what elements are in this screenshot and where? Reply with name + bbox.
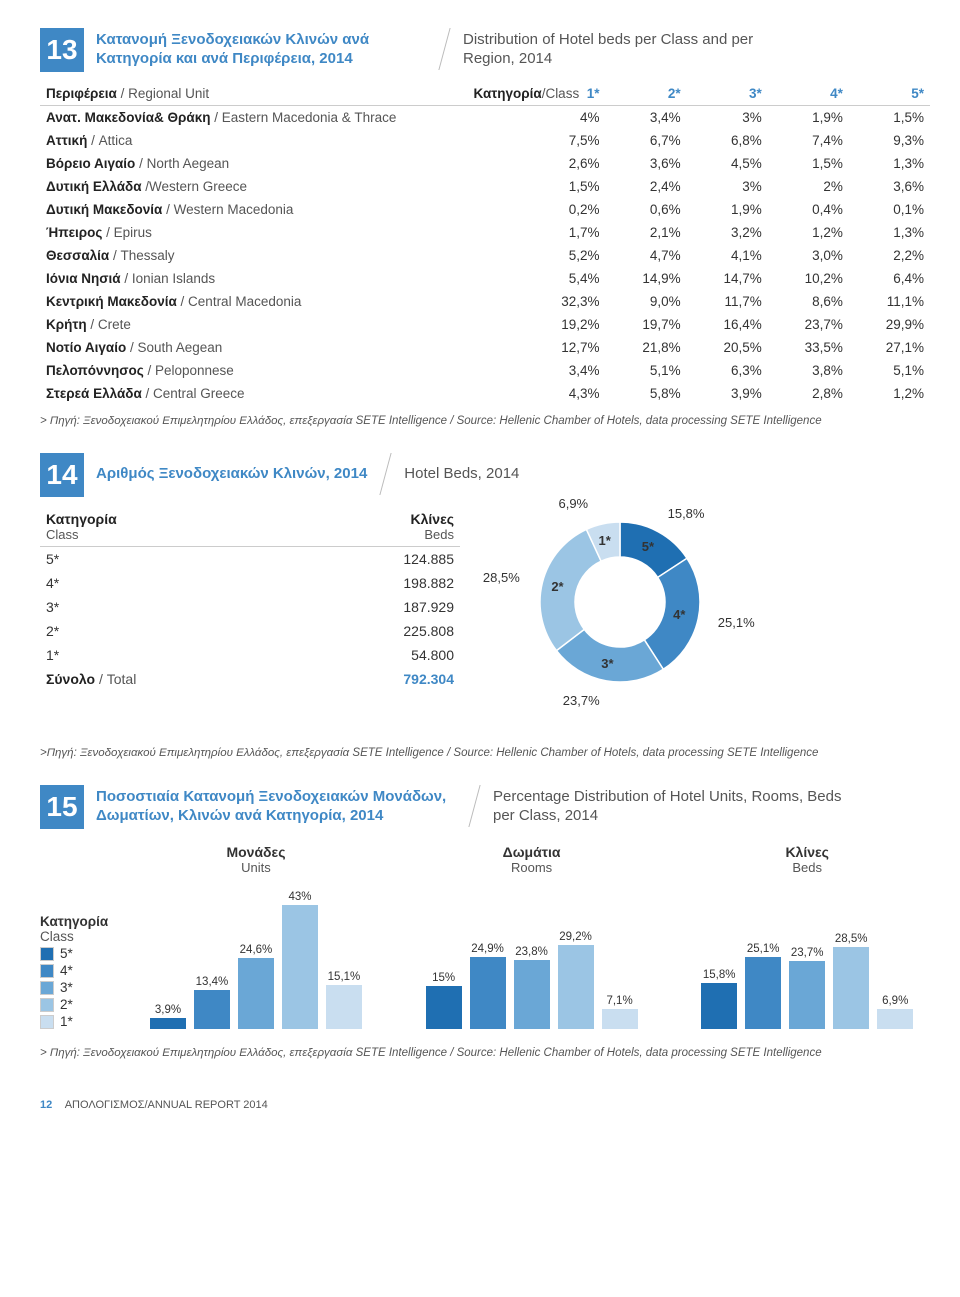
donut-pct-label: 6,9% xyxy=(558,496,588,511)
bar: 24,6% xyxy=(238,944,274,1029)
legend-item: 2* xyxy=(40,997,108,1012)
table-row: Δυτική Μακεδονία / Western Macedonia0,2%… xyxy=(40,198,930,221)
col-category: ΚατηγορίαClass xyxy=(40,507,301,547)
title-separator xyxy=(468,785,480,827)
col-5star: 5* xyxy=(849,82,930,106)
footer-text: ΑΠΟΛΟΓΙΣΜΟΣ/ANNUAL REPORT 2014 xyxy=(65,1099,268,1111)
table-row: Ήπειρος / Epirus1,7%2,1%3,2%1,2%1,3% xyxy=(40,221,930,244)
bar-group: ΚλίνεςBeds15,8%25,1%23,7%28,5%6,9% xyxy=(684,844,930,1029)
donut-slice-label: 1* xyxy=(599,533,611,548)
col-4star: 4* xyxy=(768,82,849,106)
table-row: Κρήτη / Crete19,2%19,7%16,4%23,7%29,9% xyxy=(40,313,930,336)
table-row: 5*124.885 xyxy=(40,547,460,572)
bar: 23,7% xyxy=(789,947,825,1029)
col-3star: 3* xyxy=(687,82,768,106)
legend-item: 5* xyxy=(40,946,108,961)
bar: 7,1% xyxy=(602,995,638,1030)
donut-slice-label: 3* xyxy=(601,656,613,671)
table-13: Περιφέρεια / Regional Unit Κατηγορία/Cla… xyxy=(40,82,930,405)
title-separator xyxy=(438,28,450,70)
bar: 23,8% xyxy=(514,946,550,1029)
table-row: Πελοπόννησος / Peloponnese3,4%5,1%6,3%3,… xyxy=(40,359,930,382)
donut-chart: 5*15,8%4*25,1%3*23,7%2*28,5%1*6,9% xyxy=(490,507,750,737)
section-13-header: 13 Κατανομή Ξενοδοχειακών Κλινών ανά Κατ… xyxy=(40,28,930,72)
table-row: Δυτική Ελλάδα /Western Greece1,5%2,4%3%2… xyxy=(40,175,930,198)
donut-slice-label: 5* xyxy=(642,539,654,554)
source-note-13: > Πηγή: Ξενοδοχειακού Επιμελητηρίου Ελλά… xyxy=(40,415,930,427)
title-separator xyxy=(380,453,392,495)
bar: 43% xyxy=(282,891,318,1029)
legend-item: 4* xyxy=(40,963,108,978)
legend-item: 1* xyxy=(40,1014,108,1029)
bar: 25,1% xyxy=(745,943,781,1030)
legend-15: Κατηγορία Class 5*4*3*2*1* xyxy=(40,914,108,1029)
table-row: 1*54.800 xyxy=(40,643,460,667)
donut-pct-label: 15,8% xyxy=(668,506,705,521)
table-row: Στερεά Ελλάδα / Central Greece4,3%5,8%3,… xyxy=(40,382,930,405)
bar: 3,9% xyxy=(150,1004,186,1029)
bar: 15,1% xyxy=(326,971,362,1029)
table-row: Νοτίο Αιγαίο / South Aegean12,7%21,8%20,… xyxy=(40,336,930,359)
donut-pct-label: 25,1% xyxy=(718,615,755,630)
donut-slice-label: 2* xyxy=(551,579,563,594)
bar: 15,8% xyxy=(701,969,737,1029)
table-row: Ιόνια Νησιά / Ionian Islands5,4%14,9%14,… xyxy=(40,267,930,290)
bar: 6,9% xyxy=(877,995,913,1029)
section-number-14: 14 xyxy=(40,453,84,497)
bar-group: ΔωμάτιαRooms15%24,9%23,8%29,2%7,1% xyxy=(409,844,655,1029)
table-row: Βόρειο Αιγαίο / North Aegean2,6%3,6%4,5%… xyxy=(40,152,930,175)
col-2star: 2* xyxy=(605,82,686,106)
section-number-13: 13 xyxy=(40,28,84,72)
bar: 28,5% xyxy=(833,933,869,1029)
table-13-head-row: Περιφέρεια / Regional Unit Κατηγορία/Cla… xyxy=(40,82,930,106)
col-1star: Κατηγορία/Class 1* xyxy=(468,82,606,106)
page-footer: 12 ΑΠΟΛΟΓΙΣΜΟΣ/ANNUAL REPORT 2014 xyxy=(40,1099,930,1111)
sec14-title-en: Hotel Beds, 2014 xyxy=(404,464,519,484)
sec13-title-en: Distribution of Hotel beds per Class and… xyxy=(463,30,793,69)
table-row: Θεσσαλία / Thessaly5,2%4,7%4,1%3,0%2,2% xyxy=(40,244,930,267)
bar: 24,9% xyxy=(470,943,506,1029)
sec15-title-gr: Ποσοστιαία Κατανομή Ξενοδοχειακών Μονάδω… xyxy=(96,787,456,826)
table-row: Αττική / Attica7,5%6,7%6,8%7,4%9,3% xyxy=(40,129,930,152)
donut-pct-label: 23,7% xyxy=(563,693,600,708)
col-beds: ΚλίνεςBeds xyxy=(301,507,460,547)
bar: 15% xyxy=(426,972,462,1029)
section-14-header: 14 Αριθμός Ξενοδοχειακών Κλινών, 2014 Ho… xyxy=(40,453,930,497)
table-row: Κεντρική Μακεδονία / Central Macedonia32… xyxy=(40,290,930,313)
table-row: Ανατ. Μακεδονία& Θράκη / Eastern Macedon… xyxy=(40,106,930,130)
section-number-15: 15 xyxy=(40,785,84,829)
table-14: ΚατηγορίαClass ΚλίνεςBeds 5*124.8854*198… xyxy=(40,507,460,691)
col-region: Περιφέρεια / Regional Unit xyxy=(40,82,468,106)
source-note-15: > Πηγή: Ξενοδοχειακού Επιμελητηρίου Ελλά… xyxy=(40,1047,930,1059)
donut-slice-label: 4* xyxy=(673,607,685,622)
table-total-row: Σύνολο / Total792.304 xyxy=(40,667,460,691)
sec13-title-gr: Κατανομή Ξενοδοχειακών Κλινών ανά Κατηγο… xyxy=(96,30,426,69)
donut-pct-label: 28,5% xyxy=(483,570,520,585)
bar: 29,2% xyxy=(558,931,594,1029)
source-note-14: >Πηγή: Ξενοδοχειακού Επιμελητηρίου Ελλάδ… xyxy=(40,747,930,759)
bar: 13,4% xyxy=(194,976,230,1029)
page-number: 12 xyxy=(40,1099,52,1111)
sec15-title-en: Percentage Distribution of Hotel Units, … xyxy=(493,787,853,826)
table-row: 3*187.929 xyxy=(40,595,460,619)
sec14-title-gr: Αριθμός Ξενοδοχειακών Κλινών, 2014 xyxy=(96,464,367,484)
table-row: 4*198.882 xyxy=(40,571,460,595)
bar-group: ΜονάδεςUnits3,9%13,4%24,6%43%15,1% xyxy=(133,844,379,1029)
legend-item: 3* xyxy=(40,980,108,995)
section-15-header: 15 Ποσοστιαία Κατανομή Ξενοδοχειακών Μον… xyxy=(40,785,930,829)
table-row: 2*225.808 xyxy=(40,619,460,643)
